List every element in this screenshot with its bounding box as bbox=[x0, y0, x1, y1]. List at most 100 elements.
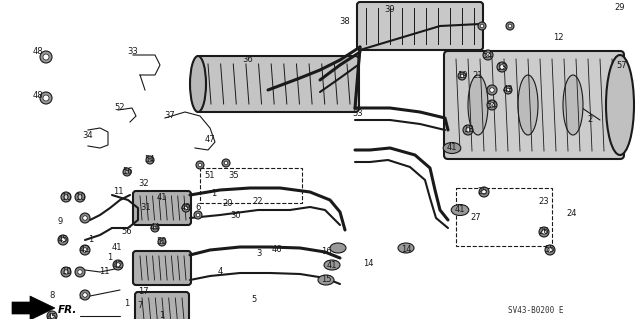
FancyBboxPatch shape bbox=[196, 56, 359, 112]
Circle shape bbox=[455, 205, 465, 215]
Text: 22: 22 bbox=[253, 197, 263, 205]
Circle shape bbox=[478, 22, 486, 30]
Text: 6: 6 bbox=[195, 204, 201, 212]
Text: 42: 42 bbox=[113, 261, 124, 270]
Circle shape bbox=[151, 224, 159, 232]
Text: 23: 23 bbox=[539, 197, 549, 206]
Circle shape bbox=[61, 238, 65, 242]
Circle shape bbox=[196, 213, 200, 217]
Text: 10: 10 bbox=[61, 192, 71, 202]
Text: 14: 14 bbox=[363, 259, 373, 269]
Ellipse shape bbox=[190, 56, 206, 112]
Text: 9: 9 bbox=[58, 218, 63, 226]
Circle shape bbox=[548, 248, 552, 252]
Circle shape bbox=[449, 145, 454, 151]
Text: 19: 19 bbox=[457, 71, 467, 80]
Circle shape bbox=[539, 227, 549, 237]
Text: 51: 51 bbox=[205, 170, 215, 180]
Circle shape bbox=[47, 311, 57, 319]
Circle shape bbox=[458, 208, 462, 212]
Text: 11: 11 bbox=[113, 188, 124, 197]
Text: 44: 44 bbox=[150, 224, 160, 233]
Circle shape bbox=[123, 168, 131, 176]
Circle shape bbox=[508, 24, 512, 28]
Text: 15: 15 bbox=[321, 276, 332, 285]
Circle shape bbox=[153, 226, 157, 230]
Ellipse shape bbox=[468, 75, 488, 135]
Circle shape bbox=[222, 159, 230, 167]
Circle shape bbox=[506, 88, 510, 92]
Ellipse shape bbox=[324, 260, 340, 270]
Text: 56: 56 bbox=[122, 227, 132, 236]
Circle shape bbox=[198, 163, 202, 167]
Circle shape bbox=[460, 74, 464, 78]
Text: 50: 50 bbox=[157, 238, 167, 247]
Circle shape bbox=[43, 95, 49, 101]
Circle shape bbox=[77, 270, 83, 274]
Circle shape bbox=[487, 100, 497, 110]
Text: 55: 55 bbox=[545, 246, 556, 255]
Circle shape bbox=[184, 206, 188, 210]
Text: 12: 12 bbox=[553, 33, 563, 42]
Circle shape bbox=[479, 187, 489, 197]
Text: 29: 29 bbox=[615, 4, 625, 12]
Circle shape bbox=[40, 51, 52, 63]
Text: 1: 1 bbox=[108, 253, 113, 262]
Text: 18: 18 bbox=[463, 125, 474, 135]
Text: 5: 5 bbox=[252, 295, 257, 305]
Text: 10: 10 bbox=[75, 192, 85, 202]
Circle shape bbox=[404, 246, 408, 250]
Text: 48: 48 bbox=[33, 48, 44, 56]
Text: 54: 54 bbox=[145, 155, 156, 165]
Ellipse shape bbox=[606, 55, 634, 155]
Circle shape bbox=[482, 190, 486, 194]
Circle shape bbox=[113, 260, 123, 270]
Text: 47: 47 bbox=[205, 136, 215, 145]
Text: 39: 39 bbox=[385, 5, 396, 14]
Text: 34: 34 bbox=[83, 130, 93, 139]
Ellipse shape bbox=[330, 243, 346, 253]
Circle shape bbox=[80, 213, 90, 223]
Text: 14: 14 bbox=[401, 244, 412, 254]
Circle shape bbox=[330, 263, 334, 267]
Circle shape bbox=[466, 128, 470, 132]
Text: 41: 41 bbox=[157, 192, 167, 202]
Circle shape bbox=[148, 158, 152, 162]
Text: 43: 43 bbox=[502, 85, 513, 94]
FancyBboxPatch shape bbox=[444, 51, 624, 159]
Circle shape bbox=[545, 245, 555, 255]
Circle shape bbox=[83, 293, 87, 297]
Text: 24: 24 bbox=[567, 209, 577, 218]
Ellipse shape bbox=[563, 75, 583, 135]
Text: 7: 7 bbox=[138, 301, 143, 310]
Text: 1: 1 bbox=[124, 300, 130, 308]
Circle shape bbox=[182, 204, 190, 212]
Circle shape bbox=[40, 92, 52, 104]
Circle shape bbox=[194, 211, 202, 219]
Circle shape bbox=[458, 72, 466, 80]
Text: 20: 20 bbox=[223, 199, 233, 209]
FancyBboxPatch shape bbox=[133, 251, 191, 285]
Circle shape bbox=[77, 195, 83, 199]
Text: 8: 8 bbox=[49, 292, 54, 300]
Text: 36: 36 bbox=[243, 56, 253, 64]
Circle shape bbox=[336, 246, 340, 250]
Circle shape bbox=[487, 85, 497, 95]
Text: 41: 41 bbox=[455, 205, 465, 214]
Text: 45: 45 bbox=[58, 235, 68, 244]
Circle shape bbox=[75, 267, 85, 277]
Text: 54: 54 bbox=[487, 100, 497, 109]
Text: 27: 27 bbox=[470, 213, 481, 222]
Ellipse shape bbox=[451, 204, 468, 216]
Circle shape bbox=[116, 263, 120, 267]
Text: SV43-B0200 E: SV43-B0200 E bbox=[508, 306, 564, 315]
Text: 2: 2 bbox=[588, 115, 593, 124]
Circle shape bbox=[146, 156, 154, 164]
Circle shape bbox=[196, 161, 204, 169]
Circle shape bbox=[506, 22, 514, 30]
Text: 52: 52 bbox=[115, 103, 125, 113]
Text: 38: 38 bbox=[340, 18, 350, 26]
Circle shape bbox=[497, 62, 507, 72]
Text: 57: 57 bbox=[617, 61, 627, 70]
Circle shape bbox=[480, 24, 484, 28]
